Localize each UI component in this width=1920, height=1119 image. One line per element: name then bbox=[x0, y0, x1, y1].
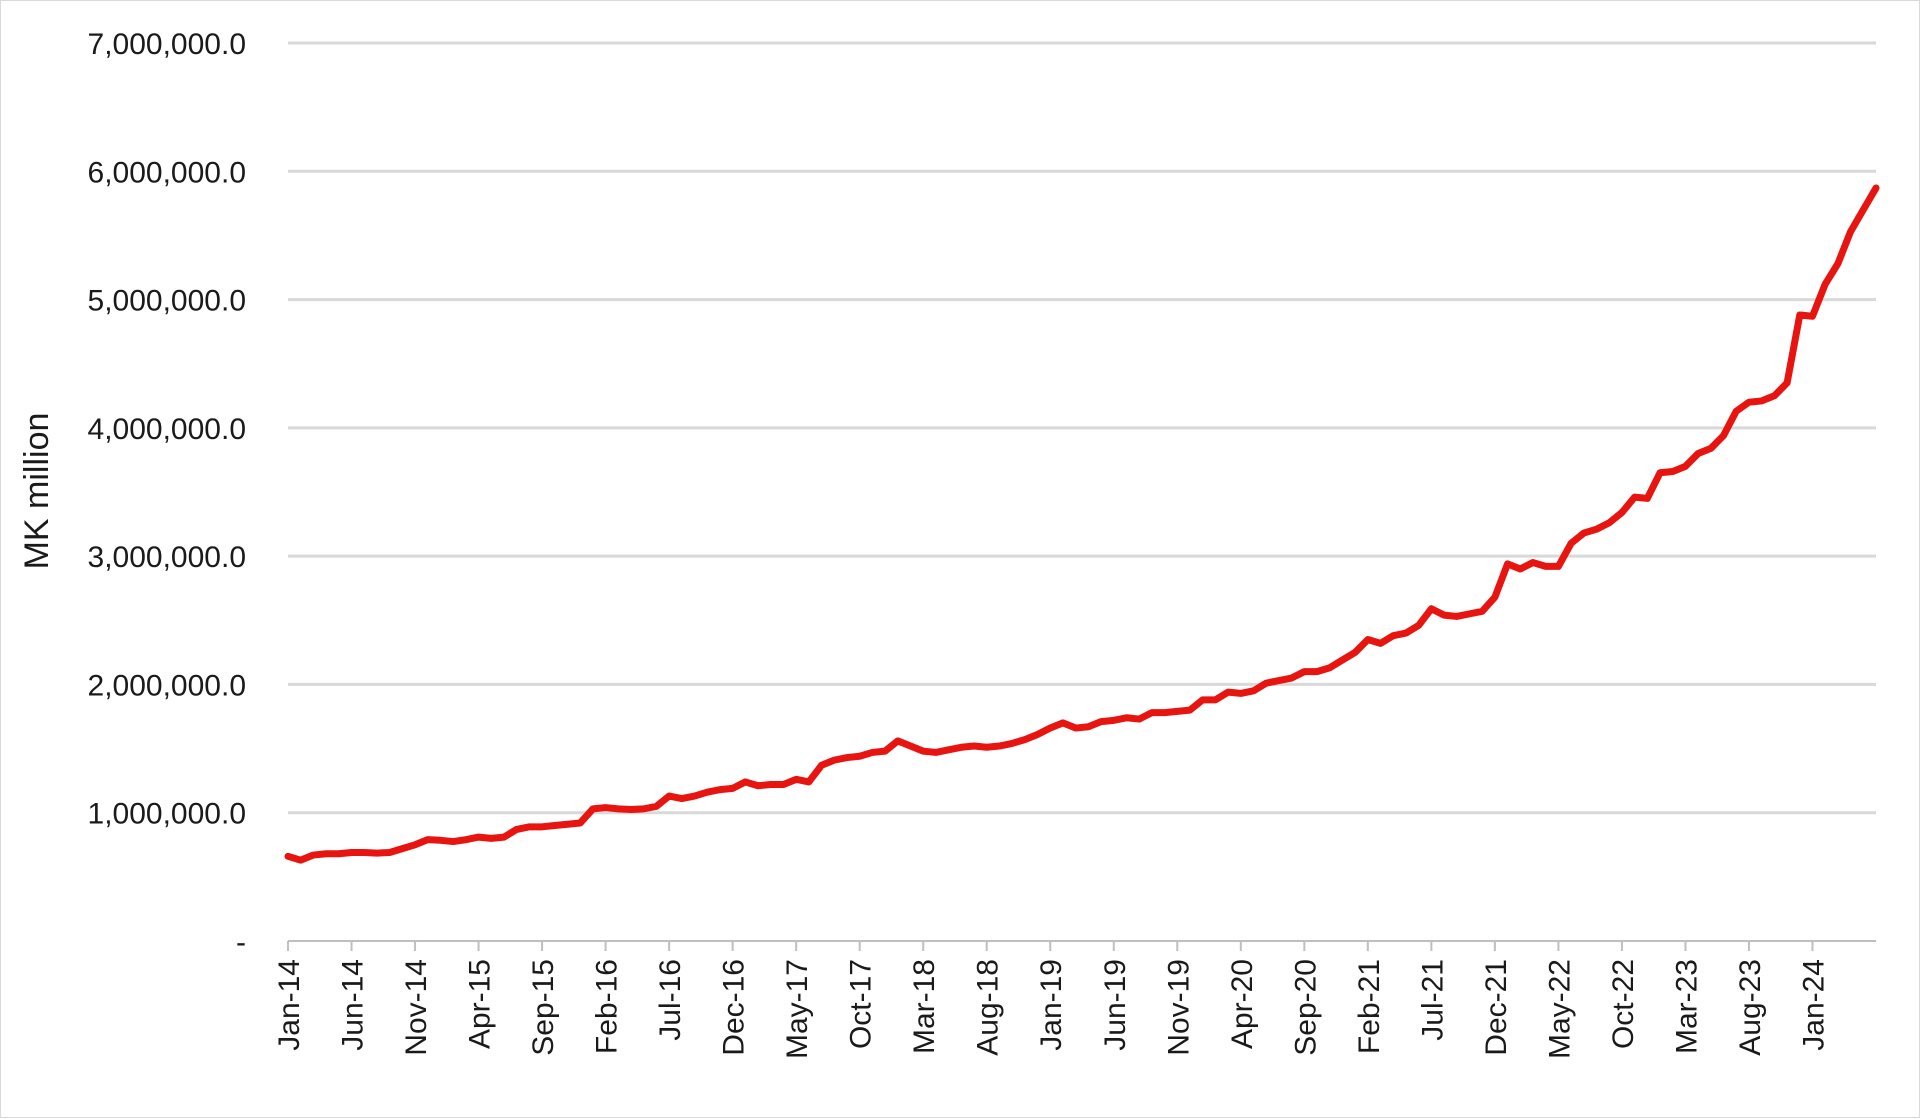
y-axis-tick-labels: - 1,000,000.0 2,000,000.0 3,000,000.0 4,000,… bbox=[88, 28, 246, 959]
x-tick-label: Nov-14 bbox=[400, 959, 433, 1056]
y-tick-label: 3,000,000.0 bbox=[88, 541, 246, 574]
x-tick-label: Apr-15 bbox=[464, 959, 497, 1049]
x-tick-label: Dec-16 bbox=[718, 959, 751, 1056]
y-tick-label: 4,000,000.0 bbox=[88, 413, 246, 446]
x-tick-label: Mar-18 bbox=[908, 959, 941, 1054]
x-tick-label: Jan-24 bbox=[1797, 959, 1830, 1051]
x-tick-label: Jul-21 bbox=[1416, 959, 1449, 1041]
x-tick-label: Nov-19 bbox=[1162, 959, 1195, 1056]
x-axis-tick-labels: Jan-14 Jun-14 Nov-14 Apr-15 Sep-15 Feb-16 Jul-… bbox=[273, 959, 1830, 1059]
x-tick-label: Oct-22 bbox=[1607, 959, 1640, 1049]
gridlines bbox=[288, 41, 1876, 815]
x-tick-label: May-17 bbox=[781, 959, 814, 1059]
x-tick-label: Jul-16 bbox=[654, 959, 687, 1041]
series-layer bbox=[284, 184, 1880, 864]
y-axis-title: MK million bbox=[18, 413, 56, 570]
x-tick-label: Feb-16 bbox=[591, 959, 624, 1054]
x-tick-label: Jun-14 bbox=[337, 959, 370, 1051]
y-tick-label: 7,000,000.0 bbox=[88, 28, 246, 61]
y-tick-label: 1,000,000.0 bbox=[88, 798, 246, 831]
y-tick-label: 6,000,000.0 bbox=[88, 156, 246, 189]
x-tick-label: Apr-20 bbox=[1226, 959, 1259, 1049]
y-tick-label: 5,000,000.0 bbox=[88, 285, 246, 318]
x-tick-label: Jan-19 bbox=[1035, 959, 1068, 1051]
x-tick-label: Sep-15 bbox=[527, 959, 560, 1056]
x-tick-label: Aug-18 bbox=[972, 959, 1005, 1056]
x-axis bbox=[287, 940, 1876, 951]
series-line bbox=[284, 184, 1880, 864]
x-tick-label: Feb-21 bbox=[1353, 959, 1386, 1054]
x-tick-label: May-22 bbox=[1543, 959, 1576, 1059]
x-tick-label: Dec-21 bbox=[1480, 959, 1513, 1056]
y-tick-label: 2,000,000.0 bbox=[88, 669, 246, 702]
x-tick-label: Sep-20 bbox=[1289, 959, 1322, 1056]
y-tick-label: - bbox=[236, 926, 246, 959]
x-tick-label: Jan-14 bbox=[273, 959, 306, 1051]
x-tick-label: Mar-23 bbox=[1670, 959, 1703, 1054]
x-tick-label: Jun-19 bbox=[1099, 959, 1132, 1051]
x-tick-label: Aug-23 bbox=[1734, 959, 1767, 1056]
x-tick-label: Oct-17 bbox=[845, 959, 878, 1049]
